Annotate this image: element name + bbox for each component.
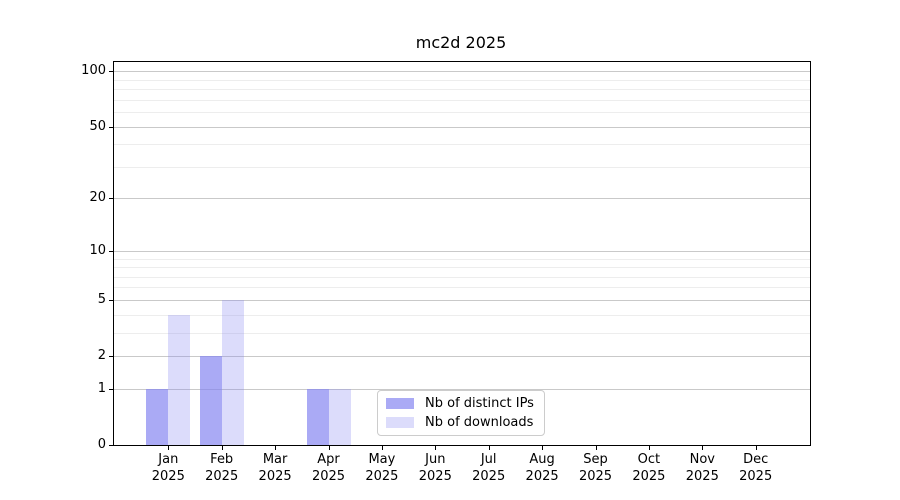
bar-distinct-ips-apr: [306, 388, 329, 445]
legend-label-downloads: Nb of downloads: [425, 415, 534, 430]
major-gridline: [114, 299, 810, 301]
y-tick-label: 0: [97, 437, 106, 452]
x-tick-mark: [221, 446, 223, 450]
x-tick-mark: [542, 446, 544, 450]
bar-downloads-jan: [168, 314, 191, 445]
major-gridline: [114, 198, 810, 200]
legend-swatch-downloads: [386, 417, 414, 428]
minor-gridline: [114, 166, 810, 168]
y-tick-mark: [109, 356, 113, 357]
legend-label-distinct-ips: Nb of distinct IPs: [425, 396, 534, 411]
x-tick-mark: [435, 446, 437, 450]
y-tick-label: 10: [89, 242, 106, 258]
bar-distinct-ips-feb: [199, 356, 222, 445]
y-tick-mark: [109, 126, 113, 128]
x-tick-label-jul: Jul 2025: [472, 452, 506, 484]
y-tick-mark: [109, 250, 113, 252]
y-tick-label: 1: [97, 380, 106, 396]
x-tick-label-jun: Jun 2025: [418, 452, 452, 484]
y-tick-mark: [109, 299, 113, 301]
legend-item-downloads: Nb of downloads: [386, 415, 536, 431]
minor-gridline: [114, 276, 810, 278]
minor-gridline: [114, 99, 810, 101]
x-tick-label-oct: Oct 2025: [632, 452, 666, 484]
minor-gridline: [114, 144, 810, 146]
y-tick-mark: [109, 71, 113, 73]
bar-downloads-apr: [328, 388, 351, 445]
major-gridline: [114, 71, 810, 73]
y-tick-mark: [109, 445, 113, 446]
minor-gridline: [114, 314, 810, 316]
y-tick-label: 50: [89, 118, 106, 134]
x-tick-mark: [168, 446, 170, 450]
x-tick-mark: [595, 446, 597, 450]
x-tick-label-jan: Jan 2025: [151, 452, 185, 484]
x-tick-mark: [381, 446, 383, 450]
x-tick-label-may: May 2025: [365, 452, 399, 484]
x-tick-mark: [488, 446, 490, 450]
major-gridline: [114, 250, 810, 252]
minor-gridline: [114, 258, 810, 260]
y-tick-mark: [109, 198, 113, 200]
y-tick-label: 100: [81, 63, 106, 79]
x-tick-label-mar: Mar 2025: [258, 452, 292, 484]
legend-item-distinct-ips: Nb of distinct IPs: [386, 396, 536, 412]
bar-distinct-ips-jan: [146, 388, 169, 445]
y-tick-mark: [109, 388, 113, 390]
plot-area: [113, 61, 811, 446]
x-tick-label-dec: Dec 2025: [739, 452, 773, 484]
major-gridline: [114, 356, 810, 357]
x-tick-mark: [755, 446, 757, 450]
major-gridline: [114, 388, 810, 390]
x-tick-mark: [648, 446, 650, 450]
minor-gridline: [114, 267, 810, 268]
legend-swatch-distinct-ips: [386, 398, 414, 409]
x-tick-label-sep: Sep 2025: [578, 452, 613, 484]
minor-gridline: [114, 79, 810, 81]
minor-gridline: [114, 332, 810, 334]
bar-downloads-feb: [221, 299, 244, 445]
chart-title: mc2d 2025: [415, 33, 507, 52]
x-tick-label-nov: Nov 2025: [685, 452, 719, 484]
y-tick-label: 2: [97, 348, 106, 363]
x-tick-label-feb: Feb 2025: [205, 452, 239, 484]
y-tick-label: 5: [97, 291, 106, 307]
x-tick-mark: [702, 446, 704, 450]
minor-gridline: [114, 287, 810, 289]
x-tick-label-aug: Aug 2025: [525, 452, 559, 484]
minor-gridline: [114, 89, 810, 90]
legend: Nb of distinct IPs Nb of downloads: [377, 390, 545, 436]
major-gridline: [114, 126, 810, 128]
x-tick-label-apr: Apr 2025: [311, 452, 346, 484]
y-tick-label: 20: [89, 190, 106, 206]
x-tick-mark: [328, 446, 330, 450]
x-tick-mark: [275, 446, 277, 450]
minor-gridline: [114, 111, 810, 113]
